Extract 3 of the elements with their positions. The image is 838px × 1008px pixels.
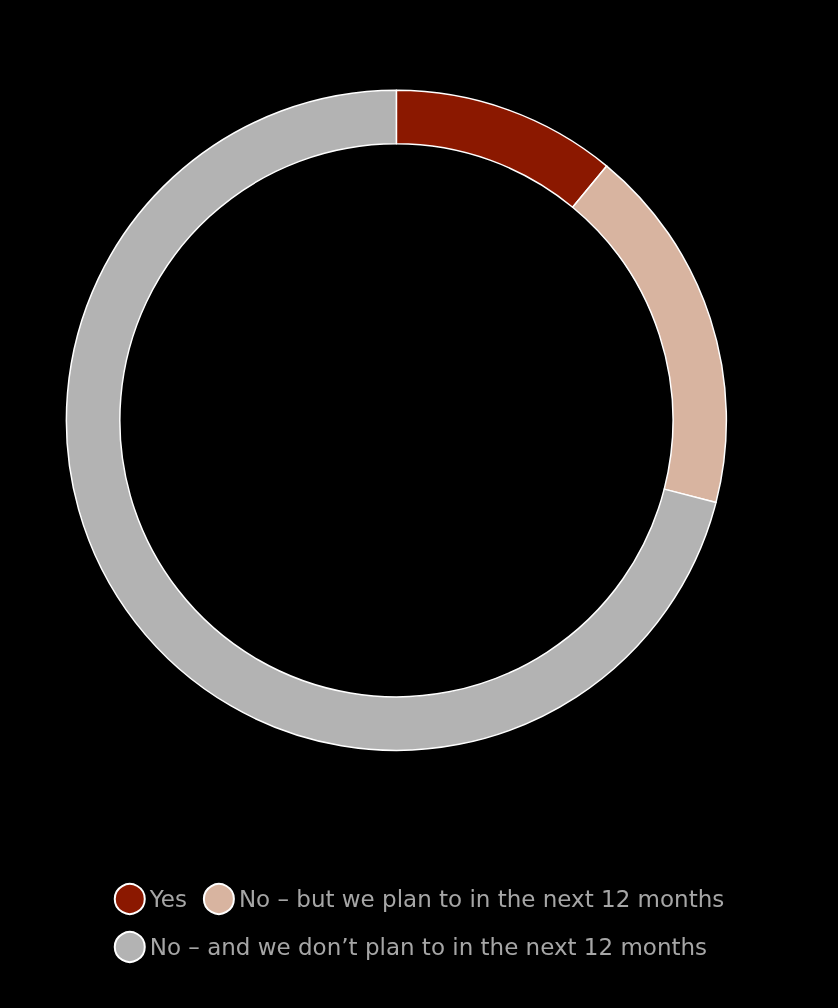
- legend-label: Yes: [148, 886, 187, 912]
- legend-label: No – but we plan to in the next 12 months: [238, 886, 725, 912]
- legend-label: No – and we don’t plan to in the next 12 months: [149, 934, 708, 960]
